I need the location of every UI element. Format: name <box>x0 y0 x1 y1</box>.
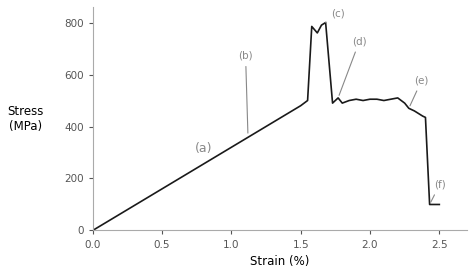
X-axis label: Strain (%): Strain (%) <box>250 255 310 268</box>
Text: (e): (e) <box>410 76 429 106</box>
Text: (c): (c) <box>326 8 345 23</box>
Y-axis label: Stress
(MPa): Stress (MPa) <box>7 105 43 133</box>
Text: (f): (f) <box>431 180 446 202</box>
Text: (b): (b) <box>238 51 253 133</box>
Text: (a): (a) <box>195 142 212 155</box>
Text: (d): (d) <box>339 37 366 95</box>
